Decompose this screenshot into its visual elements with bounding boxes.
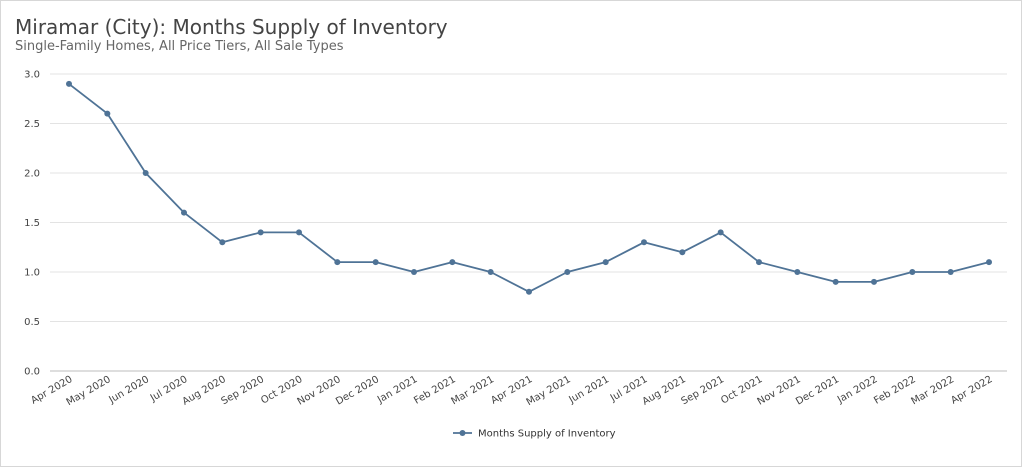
y-tick-label: 2.0 — [24, 169, 40, 180]
y-tick-label: 2.5 — [24, 119, 40, 130]
data-point — [66, 80, 72, 87]
data-point — [794, 269, 801, 275]
x-tick-label: Sep 2021 — [680, 374, 727, 407]
y-tick-label: 3.0 — [24, 70, 40, 81]
data-point — [947, 269, 954, 275]
x-tick-label: Jan 2021 — [375, 374, 420, 406]
legend-label: Months Supply of Inventory — [478, 429, 616, 440]
data-point — [641, 239, 647, 246]
x-tick-label: Dec 2020 — [334, 374, 381, 408]
data-point — [909, 269, 916, 275]
data-point — [142, 170, 149, 176]
legend-marker — [459, 430, 466, 436]
series-line — [68, 83, 990, 293]
x-tick-label: Aug 2020 — [181, 374, 228, 408]
data-point — [411, 269, 417, 275]
x-tick-label: Mar 2022 — [910, 374, 957, 407]
data-point — [257, 229, 264, 236]
data-point — [487, 269, 494, 275]
x-tick-label: Jun 2020 — [106, 374, 151, 406]
data-point — [372, 259, 379, 266]
x-tick-label: Dec 2021 — [794, 374, 841, 408]
y-tick-label: 1.5 — [24, 218, 40, 229]
y-tick-label: 1.0 — [24, 268, 40, 279]
data-point — [104, 110, 111, 117]
data-point — [219, 239, 226, 246]
data-point — [679, 249, 686, 256]
x-tick-label: Mar 2021 — [450, 374, 497, 407]
data-point — [756, 259, 762, 266]
x-tick-label: Sep 2020 — [220, 374, 267, 407]
data-point — [181, 209, 187, 216]
data-point — [296, 229, 302, 236]
data-point — [526, 288, 532, 295]
data-point — [832, 278, 839, 285]
data-point — [986, 259, 992, 266]
x-tick-label: Jun 2021 — [566, 374, 611, 406]
x-tick-label: Aug 2021 — [641, 374, 688, 408]
data-point — [334, 259, 341, 266]
data-point — [871, 278, 877, 285]
chart-subtitle: Single-Family Homes, All Price Tiers, Al… — [15, 39, 344, 54]
chart-title: Miramar (City): Months Supply of Invento… — [15, 15, 448, 39]
data-point — [602, 259, 609, 266]
data-point — [717, 229, 724, 236]
data-point — [564, 269, 571, 275]
x-tick-label: Jan 2022 — [835, 374, 880, 406]
y-tick-label: 0.5 — [24, 317, 40, 328]
data-point — [449, 259, 456, 266]
y-tick-label: 0.0 — [24, 367, 40, 378]
x-tick-label: Apr 2022 — [949, 374, 994, 406]
